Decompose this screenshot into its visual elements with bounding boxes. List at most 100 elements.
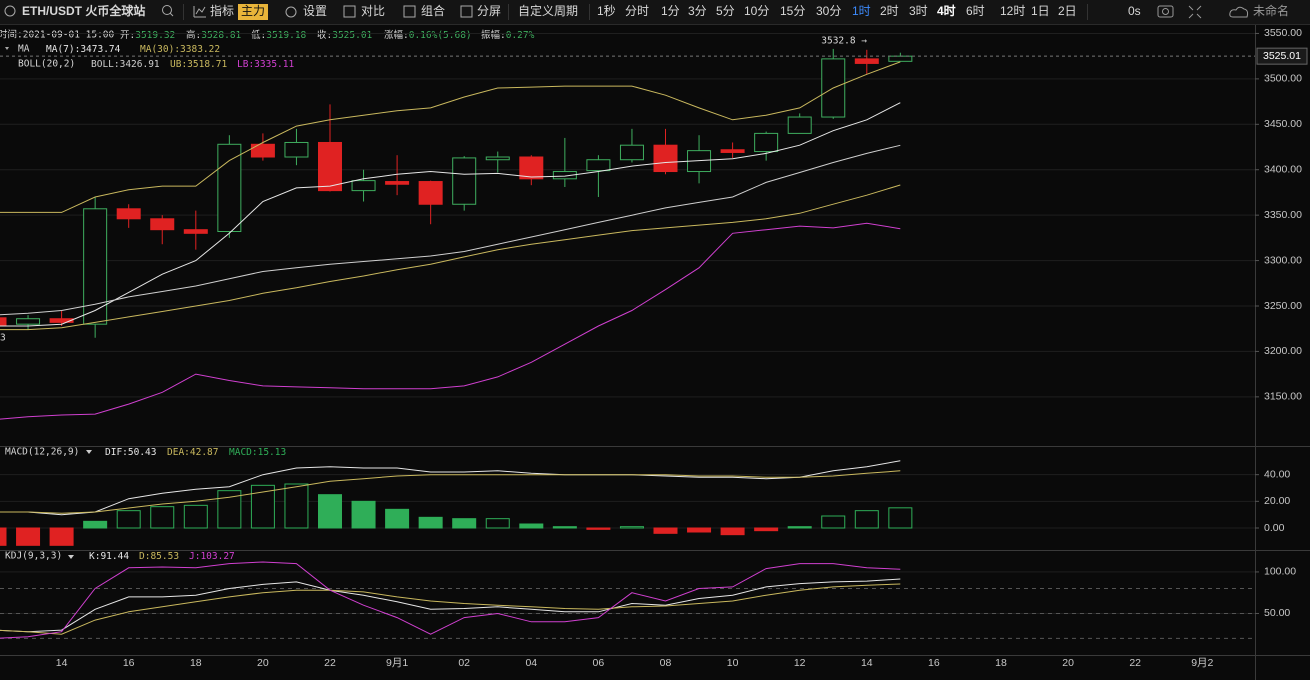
x-tick-label: 10 — [727, 657, 739, 669]
legend-entry: MA(30):3383.22 — [140, 44, 220, 55]
candle-body — [552, 171, 577, 180]
macd-bar — [0, 527, 7, 546]
x-tick-label: 12 — [794, 657, 806, 669]
y-tick-label: 50.00 — [1264, 607, 1290, 619]
macd-bar — [485, 518, 510, 529]
legend-toggle[interactable] — [5, 47, 9, 50]
legend-entry: MACD:15.13 — [229, 447, 286, 458]
macd-bar — [83, 520, 108, 529]
info-label: 收: — [317, 29, 332, 41]
x-tick-label: 16 — [123, 657, 135, 669]
interval-button[interactable]: 1日 — [1031, 4, 1050, 18]
interval-button[interactable]: 2日 — [1058, 4, 1077, 18]
countdown: 0s — [1128, 4, 1141, 18]
legend-toggle[interactable] — [86, 450, 92, 454]
legend-name: DEA: — [167, 447, 190, 458]
badge[interactable]: 主力 — [241, 4, 265, 18]
candle-body — [485, 156, 510, 161]
candle-body — [519, 156, 544, 180]
interval-button[interactable]: 1秒 — [597, 4, 616, 18]
symbol[interactable]: ETH/USDT 火币全球站 — [22, 3, 145, 18]
macd-bar — [150, 506, 175, 529]
kdj-line — [0, 583, 901, 635]
combine-button[interactable]: 组合 — [421, 3, 445, 18]
interval-button[interactable]: 15分 — [780, 4, 805, 18]
legend-entry: DEA:42.87 — [167, 447, 219, 458]
indicators-button[interactable]: 指标 — [210, 3, 234, 18]
macd-bar — [452, 518, 477, 529]
x-tick-label: 20 — [257, 657, 269, 669]
x-tick-label: 18 — [995, 657, 1007, 669]
screenshot-icon[interactable] — [1157, 5, 1174, 18]
legend-name: MA(30): — [140, 44, 180, 55]
info-value: 3528.81 — [201, 30, 241, 41]
macd-bar — [49, 527, 74, 546]
indicator-line — [0, 102, 901, 327]
x-tick-label: 22 — [324, 657, 336, 669]
interval-button[interactable]: 10分 — [744, 4, 769, 18]
legend-value: 50.43 — [128, 447, 157, 458]
info-value: 3519.18 — [266, 30, 306, 41]
indicator-icon — [193, 6, 206, 18]
info-field: 低:3519.18 — [251, 29, 307, 41]
candle-body — [16, 318, 41, 325]
legend-value: 42.87 — [190, 447, 219, 458]
interval-button[interactable]: 30分 — [816, 4, 841, 18]
info-label: 高: — [186, 29, 201, 41]
interval-button[interactable]: 12时 — [1000, 4, 1025, 18]
y-tick-label: 40.00 — [1264, 468, 1290, 480]
y-tick-label: 100.00 — [1264, 566, 1296, 578]
x-tick-label: 08 — [660, 657, 672, 669]
x-tick-label: 9月2 — [1191, 657, 1213, 669]
cloud-icon[interactable] — [1229, 6, 1249, 18]
interval-button[interactable]: 5分 — [716, 4, 735, 18]
legend-name: MACD: — [229, 447, 258, 458]
interval-button[interactable]: 3分 — [688, 4, 707, 18]
x-tick-label: 16 — [928, 657, 940, 669]
kdj-line — [0, 561, 901, 639]
info-value: 0.16%(5.68) — [409, 30, 472, 41]
interval-button[interactable]: 2时 — [880, 4, 899, 18]
legend-title: MACD(12,26,9) — [5, 447, 79, 458]
legend-value: 3383.22 — [180, 44, 220, 55]
split-button[interactable]: 分屏 — [477, 4, 501, 18]
x-tick-label: 20 — [1062, 657, 1074, 669]
macd-bar — [318, 494, 342, 529]
y-tick-label: 3150.00 — [1264, 391, 1302, 403]
legend-value: 103.27 — [200, 551, 234, 562]
interval-button[interactable]: 分时 — [625, 4, 649, 18]
interval-button[interactable]: 4时 — [937, 3, 956, 18]
macd-bar — [284, 483, 309, 529]
last-price-label: 3525.01 — [1263, 50, 1301, 62]
legend-name: DIF: — [105, 447, 128, 458]
search-icon[interactable] — [162, 5, 172, 15]
interval-button[interactable]: 1分 — [661, 4, 680, 18]
legend-toggle[interactable] — [68, 555, 74, 559]
interval-button[interactable]: 1时 — [852, 4, 871, 18]
legend-value: 3335.11 — [254, 59, 294, 70]
macd-bar — [821, 515, 846, 529]
info-fields: 开:3519.32 高:3528.81 低:3519.18 收:3525.01 涨幅:0… — [120, 29, 535, 41]
custom-period-button[interactable]: 自定义周期 — [518, 3, 578, 18]
macd-bar — [418, 516, 443, 529]
compare-button[interactable]: 对比 — [361, 4, 385, 18]
layout-name[interactable]: 未命名 — [1253, 3, 1289, 18]
info-time: 时间:2021-09-01 15:00 — [0, 29, 115, 41]
candle-body — [217, 143, 242, 233]
legend-value: 15.13 — [258, 447, 287, 458]
legend-entry: UB:3518.71 — [170, 59, 227, 70]
legend-name: J: — [189, 551, 200, 562]
fullscreen-icon[interactable] — [1188, 5, 1202, 19]
interval-button[interactable]: 3时 — [909, 4, 928, 18]
candle-body — [653, 144, 678, 173]
interval-button[interactable]: 6时 — [966, 4, 985, 18]
macd-line — [0, 460, 901, 516]
macd-bar — [888, 507, 913, 529]
settings-button[interactable]: 设置 — [303, 4, 327, 18]
info-value: 3525.01 — [332, 30, 372, 41]
screenshot-lens — [1162, 8, 1169, 15]
candle-body — [418, 181, 443, 205]
candle-body — [619, 144, 644, 161]
